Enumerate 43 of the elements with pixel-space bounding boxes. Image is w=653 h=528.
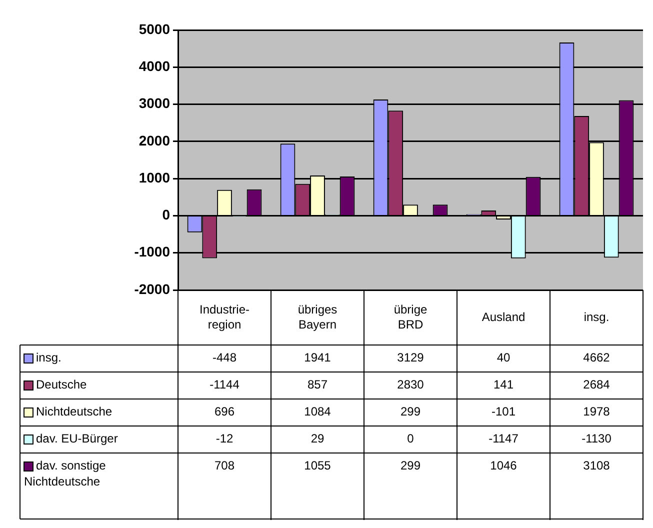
y-tick-label: 5000 (138, 20, 170, 37)
data-label: 857 (307, 377, 328, 392)
data-label: 40 (496, 350, 510, 364)
data-label: -1144 (210, 377, 240, 392)
legend-label: dav. sonstige Nichtdeutsche (24, 458, 106, 488)
data-label: -1147 (488, 431, 519, 446)
data-label: -448 (212, 350, 237, 364)
data-label: 1084 (304, 404, 332, 418)
data-label: 141 (493, 377, 514, 392)
data-label: 1046 (490, 458, 518, 472)
data-label: 696 (214, 404, 235, 418)
data-label: -101 (491, 404, 516, 418)
data-label: 299 (400, 404, 421, 418)
y-tick-label: 1000 (138, 169, 170, 186)
data-label: 299 (400, 458, 421, 472)
data-label: -1130 (582, 431, 612, 446)
y-tick-label: 3000 (138, 95, 170, 112)
y-tick-label: 2000 (138, 132, 170, 148)
x-tick-label: übrige BRD (394, 302, 428, 332)
y-tick-label: -1000 (134, 244, 170, 260)
y-tick-label: 0 (162, 206, 170, 223)
y-tick-label: -2000 (134, 280, 170, 297)
data-label: 0 (407, 431, 414, 446)
legend-label: insg. (36, 350, 62, 364)
data-label: 1941 (304, 350, 332, 364)
x-tick-label: Ausland (482, 310, 526, 324)
data-label: 3108 (583, 458, 610, 472)
data-label: 708 (214, 458, 235, 472)
data-label: 1978 (583, 404, 610, 418)
data-label: 1055 (304, 458, 332, 472)
legend-label: Deutsche (36, 377, 88, 392)
y-tick-label: 4000 (138, 58, 170, 74)
legend-label: Nichtdeutsche (36, 404, 112, 418)
data-label: 2830 (397, 377, 424, 392)
data-label: -12 (216, 431, 234, 446)
data-label: 4662 (583, 350, 610, 364)
x-tick-label: insg. (584, 310, 610, 324)
data-label: 29 (310, 431, 324, 446)
data-label: 2684 (583, 377, 610, 392)
legend-label: dav. EU-Bürger (36, 431, 118, 446)
x-tick-label: Industrie-region (199, 302, 250, 332)
x-tick-label: übriges Bayern (298, 302, 338, 332)
data-label: 3129 (397, 350, 424, 364)
